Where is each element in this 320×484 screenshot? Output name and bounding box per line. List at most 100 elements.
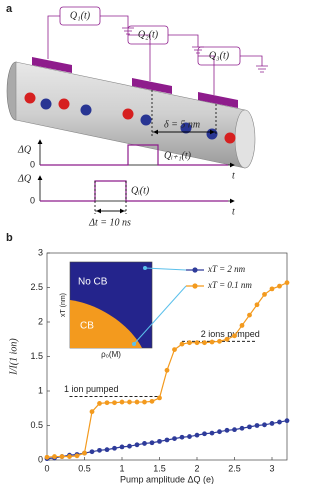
data-point: [74, 453, 80, 459]
data-point: [112, 445, 117, 451]
data-point: [269, 286, 275, 292]
x-tick-label: 1: [119, 463, 124, 473]
inset-marker: [143, 266, 147, 270]
x-tick-label: 2.5: [228, 463, 241, 473]
pulse-signal: Qᵢ₊₁(t): [164, 150, 192, 161]
x-tick-label: 1.5: [153, 463, 166, 473]
legend-marker: [192, 283, 198, 289]
data-point: [89, 449, 95, 455]
data-point: [232, 427, 237, 433]
data-point: [172, 347, 177, 352]
data-point: [149, 440, 155, 446]
data-point: [52, 454, 57, 459]
inset-region-label: No CB: [78, 277, 108, 288]
legend-label: xT = 0.1 nm: [207, 280, 252, 290]
data-point: [217, 429, 222, 435]
data-point: [149, 398, 155, 404]
y-tick-label: 1: [38, 385, 43, 395]
data-point: [104, 447, 110, 453]
data-point: [172, 436, 177, 442]
inset-y-label: xT (nm): [60, 293, 67, 317]
inset-connector: [133, 285, 187, 345]
data-point: [284, 280, 290, 286]
inset-x-label: ρ₀(M): [101, 350, 121, 359]
data-point: [157, 395, 162, 401]
data-point: [187, 434, 192, 439]
panel-label: a: [6, 3, 13, 15]
pulse-t: t: [232, 170, 235, 181]
data-point: [254, 423, 260, 428]
dt-label: Δt = 10 ns: [88, 217, 131, 228]
legend-marker: [192, 267, 198, 273]
pulse: [40, 144, 228, 166]
inset-connector: [144, 267, 187, 271]
y-tick-label: 1.5: [30, 351, 43, 361]
data-point: [224, 427, 230, 433]
circuits: [47, 6, 268, 95]
data-point: [254, 302, 260, 308]
data-point: [97, 447, 102, 453]
figure: a Q₁(t) Q₂(t) Q₃(t) δ = 5 nm: [6, 3, 290, 484]
data-point: [202, 431, 207, 437]
data-point: [89, 409, 95, 415]
data-point: [202, 340, 207, 346]
gate-label: Q₁(t): [70, 10, 91, 21]
data-point: [164, 367, 170, 373]
data-point: [284, 418, 290, 424]
x-tick-label: 0: [44, 463, 49, 473]
data-point: [232, 333, 237, 339]
data-point: [67, 454, 72, 459]
inset: No CB CB ρ₀(M) xT (nm): [56, 258, 187, 362]
data-point: [247, 312, 252, 318]
y-tick-label: 3: [38, 247, 43, 257]
data-point: [142, 441, 147, 446]
y-tick-label: 0.5: [30, 420, 43, 430]
panel-b: b 0 0.5 1 1.5 2 2.5 3 0 0.5 1 1.5 2 2.5 3 Pump amplitu…: [6, 232, 290, 484]
inset-marker: [132, 342, 136, 346]
data-point: [262, 422, 267, 428]
data-point: [224, 336, 230, 342]
x-tick-label: 0.5: [78, 463, 91, 473]
data-point: [127, 399, 132, 405]
x-tick-label: 3: [269, 463, 274, 473]
data-point: [239, 323, 245, 328]
data-point: [157, 438, 162, 444]
data-point: [104, 400, 110, 406]
pulse-ylabel: ΔQ: [17, 144, 32, 155]
y-tick-label: 2.5: [30, 282, 43, 292]
gates: [32, 57, 238, 108]
data-point: [59, 454, 65, 459]
pulse-ylabel: ΔQ: [17, 173, 32, 184]
tube-end: [234, 109, 256, 169]
panel-a: a Q₁(t) Q₂(t) Q₃(t) δ = 5 nm: [6, 3, 268, 228]
gate-label: Q₂(t): [138, 29, 159, 40]
x-tick-label: 2: [194, 463, 199, 473]
gate-label: Q₃(t): [209, 50, 230, 61]
delta-marker: [151, 90, 217, 136]
legend-label: xT = 2 nm: [207, 264, 246, 274]
annotation: 1 ion pumped: [64, 384, 119, 394]
panel-label: b: [6, 232, 13, 244]
inset-region-cb: [70, 300, 142, 348]
y-axis-label: I/I(1 ion): [8, 338, 19, 376]
pulse-zero: 0: [30, 195, 35, 205]
data-point: [277, 419, 282, 425]
data-point: [179, 434, 185, 440]
data-point: [217, 338, 222, 344]
x-axis-label: Pump amplitude ΔQ (e): [120, 474, 214, 484]
data-point: [119, 444, 125, 450]
data-point: [134, 442, 140, 448]
data-point: [194, 340, 200, 346]
data-point: [164, 437, 170, 443]
pulse-signal: Qᵢ(t): [131, 185, 150, 196]
data-point: [262, 292, 267, 297]
inset-region-label: CB: [80, 321, 94, 332]
dt-marker: [94, 181, 127, 214]
data-point: [239, 425, 245, 431]
delta-label: δ = 5 nm: [164, 119, 200, 130]
data-point: [119, 399, 125, 405]
pulse: [40, 180, 228, 202]
data-point: [142, 399, 147, 405]
data-point: [187, 340, 192, 346]
data-point: [179, 341, 185, 347]
